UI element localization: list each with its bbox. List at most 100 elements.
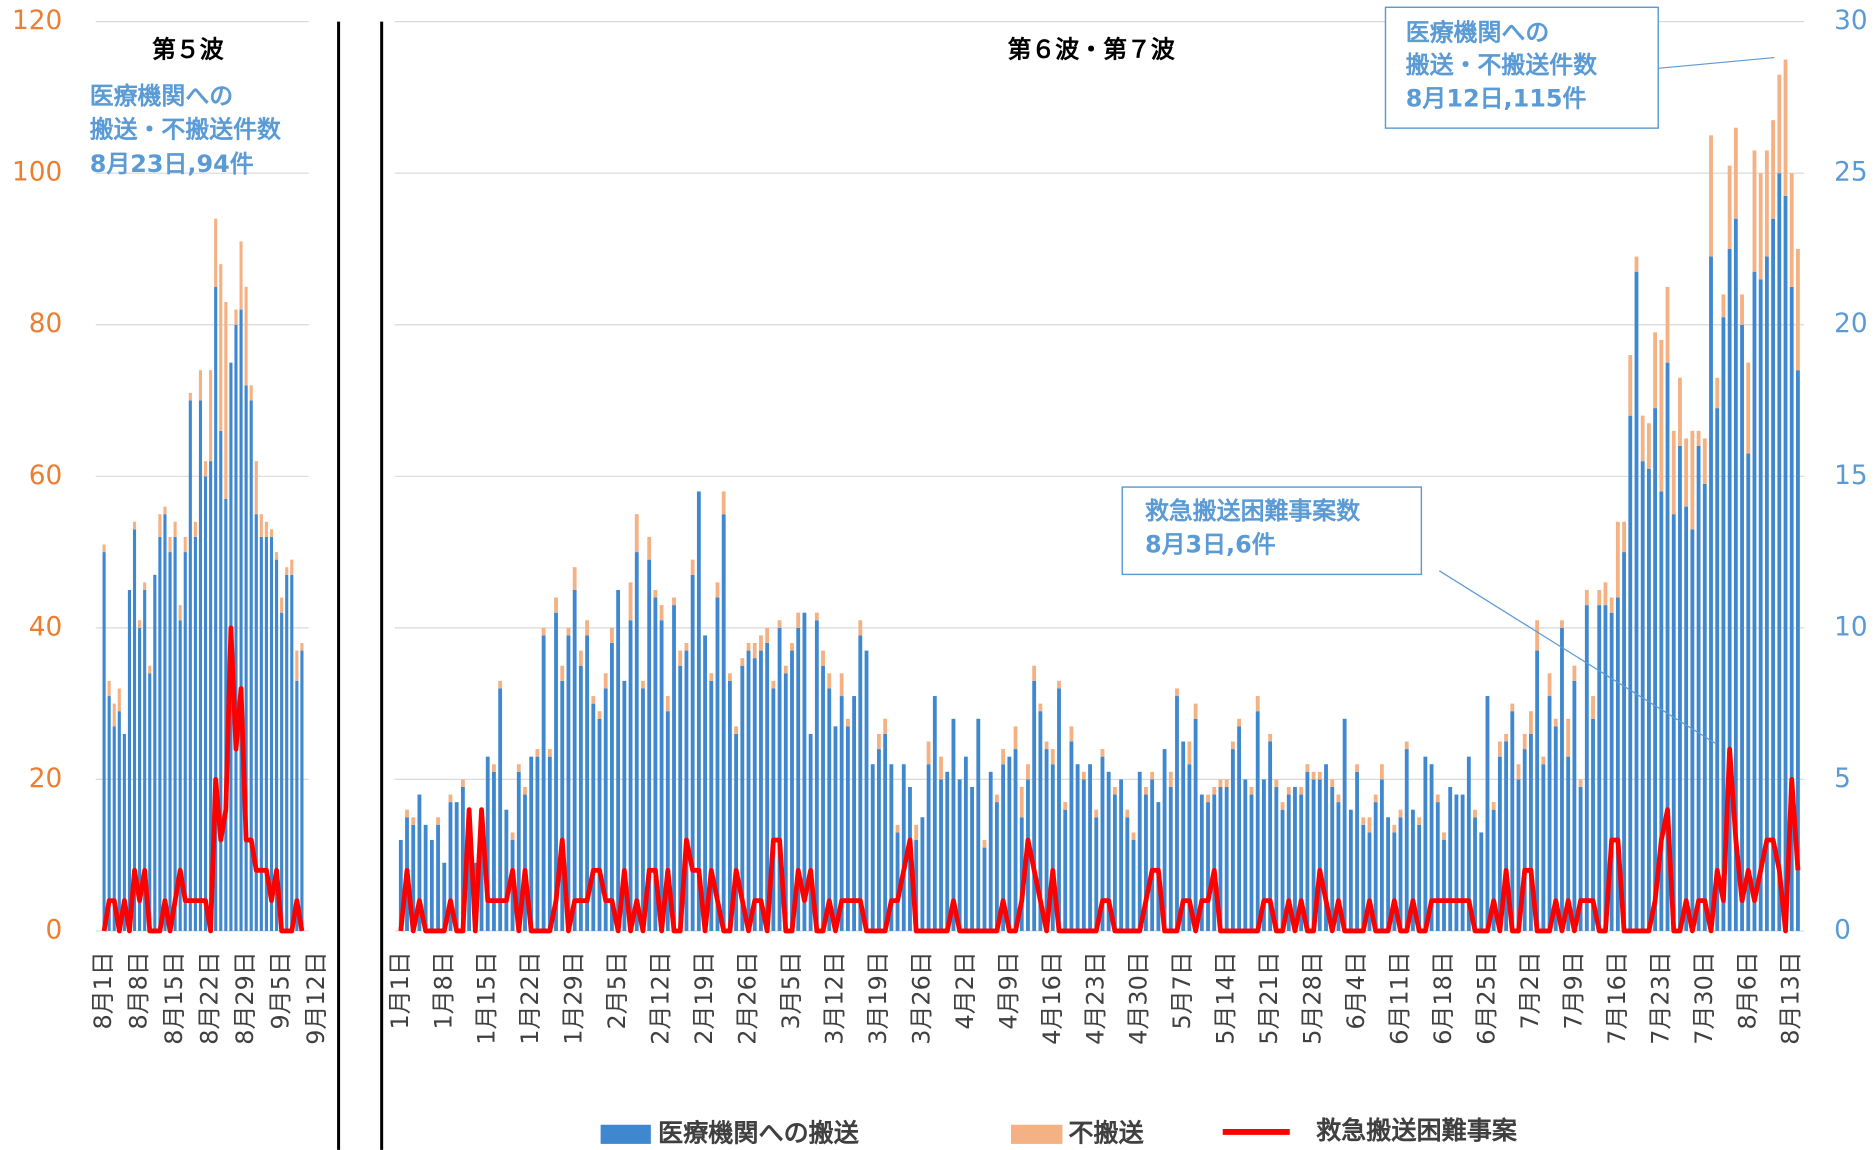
bar <box>939 756 943 780</box>
bar <box>1690 529 1695 931</box>
bar <box>883 718 888 734</box>
bar <box>254 514 258 931</box>
bar <box>1609 612 1614 931</box>
bar <box>1597 605 1602 931</box>
bar <box>1218 779 1223 787</box>
y-tick-label: 15 <box>1834 461 1867 491</box>
bar <box>1423 756 1428 931</box>
bar <box>1268 741 1273 931</box>
bar <box>951 718 956 931</box>
bar <box>1609 597 1614 613</box>
bar <box>209 461 213 931</box>
bar <box>1057 680 1061 689</box>
bar <box>827 688 832 931</box>
bar <box>1361 817 1366 825</box>
bar <box>203 476 208 931</box>
bar <box>541 627 546 636</box>
x-tick-label: 4月2日 <box>951 951 979 1029</box>
bar <box>845 718 850 727</box>
bar <box>870 764 875 931</box>
annotation: 8月12日,115件 <box>1406 84 1587 112</box>
legend-swatch <box>1010 1124 1063 1144</box>
bar <box>209 370 213 462</box>
bar <box>234 309 238 325</box>
bar <box>1727 165 1732 249</box>
y-tick-label: 25 <box>1834 158 1867 188</box>
x-tick-label: 2月12日 <box>647 951 675 1044</box>
annotation: 8月3日,6件 <box>1145 531 1276 559</box>
bar <box>1796 370 1800 931</box>
x-tick-label: 4月16日 <box>1038 951 1066 1044</box>
x-tick-label: 6月25日 <box>1472 951 1500 1044</box>
bar <box>1324 764 1328 931</box>
bar <box>684 642 689 651</box>
bar <box>1367 817 1372 833</box>
y-tick-label: 40 <box>29 612 62 642</box>
bar <box>1274 786 1279 931</box>
bar <box>1665 286 1670 363</box>
bar <box>1038 711 1043 931</box>
bar <box>460 786 465 931</box>
bar <box>1150 779 1155 931</box>
x-tick-label: 6月18日 <box>1429 951 1457 1044</box>
bar <box>1479 832 1484 931</box>
bar <box>1007 756 1012 931</box>
x-tick-label: 2月19日 <box>690 951 718 1044</box>
bar <box>1100 756 1105 931</box>
bar <box>423 824 428 931</box>
bar <box>1168 786 1173 931</box>
bar <box>634 552 639 931</box>
bar <box>1230 749 1235 931</box>
bar <box>982 840 987 848</box>
bar <box>554 612 558 931</box>
x-tick-label: 8月29日 <box>231 951 259 1044</box>
bar <box>1702 483 1707 931</box>
bar <box>1764 150 1769 257</box>
bar <box>547 756 552 931</box>
bar <box>647 559 652 931</box>
bar <box>696 491 701 931</box>
bar <box>572 589 577 931</box>
bar <box>709 673 714 681</box>
bar <box>193 536 197 931</box>
bar <box>107 696 111 931</box>
bar <box>1547 696 1552 931</box>
bar <box>1404 741 1409 750</box>
bar <box>976 718 981 931</box>
bar <box>254 461 258 515</box>
bar <box>1497 741 1502 757</box>
bar <box>777 627 782 931</box>
bar <box>173 536 177 931</box>
bar <box>734 733 739 931</box>
bar <box>1628 355 1633 416</box>
bar <box>1032 680 1037 931</box>
bar <box>1777 74 1782 174</box>
bar <box>1212 786 1217 795</box>
bar <box>1404 749 1409 931</box>
bar <box>1696 445 1701 931</box>
bar <box>839 673 844 697</box>
bar <box>460 779 465 787</box>
x-tick-label: 2月26日 <box>734 951 762 1044</box>
bar <box>827 673 832 689</box>
bar <box>1044 749 1049 931</box>
bar <box>858 620 863 636</box>
bar <box>269 536 274 931</box>
bar <box>845 726 850 931</box>
bar <box>1721 317 1726 931</box>
bar <box>1752 150 1757 272</box>
bar <box>752 658 757 931</box>
bar <box>585 635 590 931</box>
bar <box>957 779 962 931</box>
bar <box>1286 794 1291 931</box>
bar <box>132 529 137 931</box>
bar <box>1013 726 1018 750</box>
bar <box>1311 771 1316 780</box>
bar <box>1255 696 1260 712</box>
bar <box>883 733 888 931</box>
bar <box>1796 248 1800 371</box>
bar <box>578 650 583 666</box>
bar <box>1187 741 1192 765</box>
bar <box>641 688 645 931</box>
bar <box>234 324 238 931</box>
